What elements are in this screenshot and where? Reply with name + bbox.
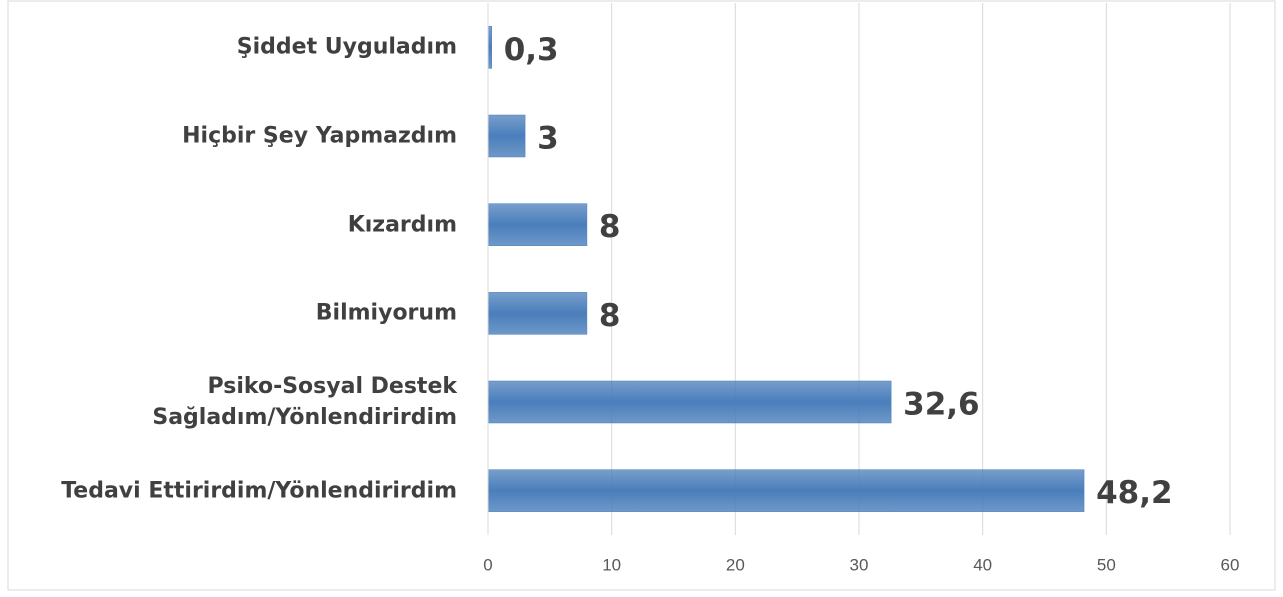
x-tick-label: 10 <box>602 555 621 574</box>
bar <box>487 114 526 158</box>
x-tick-label: 30 <box>850 555 869 574</box>
bar <box>487 292 588 335</box>
value-label: 48,2 <box>1096 475 1173 511</box>
value-label: 3 <box>537 121 559 157</box>
value-label: 8 <box>599 209 621 245</box>
value-label: 0,3 <box>504 32 559 68</box>
bar <box>487 469 1085 512</box>
x-tick-label: 20 <box>726 555 745 574</box>
x-tick-label: 40 <box>973 555 992 574</box>
y-tick-label: Bilmiyorum <box>315 300 457 326</box>
x-tick-label: 50 <box>1097 555 1116 574</box>
bar <box>487 203 588 246</box>
value-label: 32,6 <box>903 387 980 423</box>
y-tick-label: Kızardım <box>347 212 457 238</box>
x-tick-label: 60 <box>1221 555 1240 574</box>
y-tick-label: Psiko-Sosyal Destek Sağladım/Yönlendirir… <box>152 374 457 430</box>
bar <box>487 26 492 69</box>
y-tick-label: Tedavi Ettirirdim/Yönlendirirdim <box>61 478 457 504</box>
y-tick-label: Hiçbir Şey Yapmazdım <box>182 123 457 149</box>
x-tick-label: 0 <box>483 555 492 574</box>
value-label: 8 <box>599 298 621 334</box>
bar <box>487 380 892 424</box>
y-tick-label: Şiddet Uyguladım <box>236 34 457 60</box>
